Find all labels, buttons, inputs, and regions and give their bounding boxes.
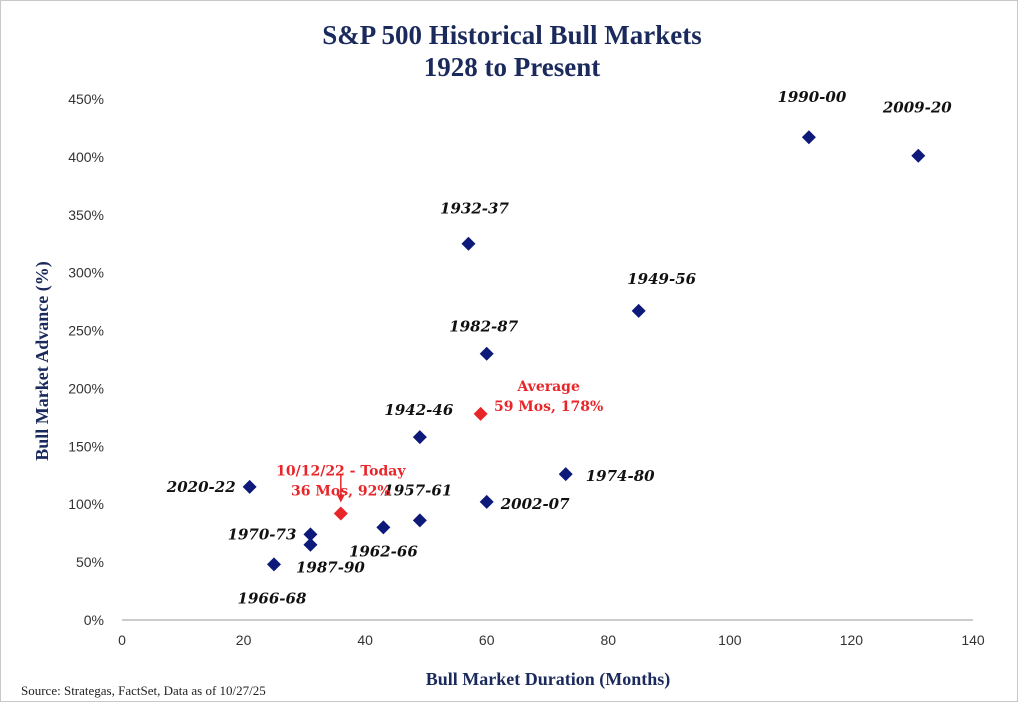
arrow-head-icon (336, 494, 345, 503)
data-point (558, 467, 573, 482)
data-point (303, 537, 318, 552)
data-point (801, 130, 816, 145)
x-tick-label: 60 (479, 632, 495, 648)
highlight-label: 10/12/22 - Today (276, 463, 406, 479)
y-tick-label: 200% (68, 380, 104, 396)
highlight-label: Average (516, 379, 580, 395)
x-tick-label: 140 (961, 632, 985, 648)
x-tick-label: 100 (718, 632, 742, 648)
data-point-label: 1942-46 (384, 401, 453, 419)
y-tick-label: 250% (68, 323, 104, 339)
x-tick-label: 80 (600, 632, 616, 648)
source-note: Source: Strategas, FactSet, Data as of 1… (21, 683, 266, 698)
data-point (266, 557, 281, 572)
highlight-label: 59 Mos, 178% (494, 399, 603, 415)
x-tick-label: 40 (357, 632, 373, 648)
data-point (911, 148, 926, 163)
data-point (412, 513, 427, 528)
data-point (461, 236, 476, 251)
y-tick-label: 100% (68, 496, 104, 512)
y-tick-label: 400% (68, 149, 104, 165)
x-tick-label: 20 (236, 632, 252, 648)
chart-subtitle: 1928 to Present (424, 52, 600, 82)
highlight-point (473, 406, 488, 421)
data-point-label: 1957-61 (383, 481, 452, 499)
y-tick-label: 0% (84, 612, 104, 628)
data-point (412, 430, 427, 445)
data-point-label: 1970-73 (228, 525, 297, 543)
y-tick-label: 450% (68, 91, 104, 107)
data-point (479, 494, 494, 509)
chart-title: S&P 500 Historical Bull Markets (322, 20, 701, 50)
y-tick-label: 150% (68, 438, 104, 454)
data-point-label: 1987-90 (296, 559, 365, 577)
data-point-label: 1982-87 (449, 318, 518, 336)
data-point-label: 2009-20 (882, 99, 952, 117)
data-point-label: 1949-56 (627, 270, 696, 288)
data-point-label: 1932-37 (440, 200, 509, 218)
x-axis-label: Bull Market Duration (Months) (426, 669, 671, 690)
data-point (303, 527, 318, 542)
data-point-label: 1962-66 (349, 542, 418, 560)
data-point-label: 2002-07 (500, 495, 570, 513)
data-point-label: 1966-68 (238, 589, 307, 607)
data-point-label: 2020-22 (166, 478, 236, 496)
y-axis-label: Bull Market Advance (%) (32, 261, 53, 461)
y-tick-label: 350% (68, 207, 104, 223)
data-point (631, 303, 646, 318)
x-tick-label: 0 (118, 632, 126, 648)
data-point (376, 520, 391, 535)
highlight-point (333, 506, 348, 521)
data-point-label: 1974-80 (586, 467, 655, 485)
y-tick-label: 50% (76, 554, 104, 570)
data-point-label: 1990-00 (777, 88, 846, 106)
data-point (479, 346, 494, 361)
x-tick-label: 120 (840, 632, 864, 648)
y-tick-label: 300% (68, 265, 104, 281)
data-point (242, 479, 257, 494)
